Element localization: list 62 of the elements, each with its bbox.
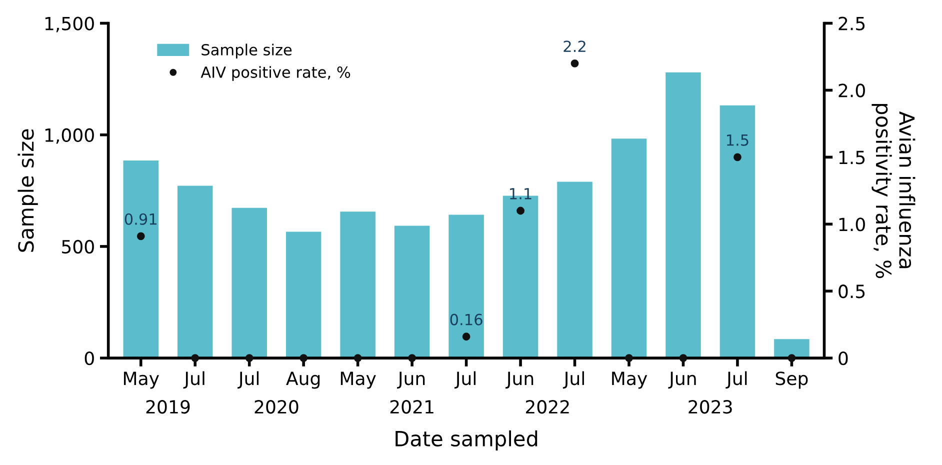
x-tick-label: May: [612, 372, 648, 389]
point: [136, 232, 145, 240]
point: [516, 206, 524, 215]
x-tick-label: Jul: [454, 371, 476, 389]
point: [191, 354, 200, 362]
bar: [286, 232, 322, 358]
point: [462, 332, 470, 341]
y2-tick-label: 0.5: [838, 284, 865, 298]
text: 2022: [526, 400, 569, 414]
x-tick-label: Jul: [183, 371, 204, 389]
x-tick-label: Jun: [505, 372, 534, 389]
x-tick-label: Jul: [562, 371, 584, 389]
x-tick-label: May: [124, 372, 159, 389]
y2-tick-label: 1.0: [839, 218, 865, 232]
y2-tick-label: 0: [838, 352, 848, 366]
legend-label: Sample size: [202, 44, 292, 58]
data-label: 0.16: [450, 314, 482, 326]
bar: [666, 72, 701, 358]
point: [570, 59, 579, 68]
text: 2020: [254, 400, 298, 414]
x-tick-label: Jun: [668, 372, 696, 389]
x-tick-label: Jul: [238, 371, 259, 389]
y2-tick-label: 2.0: [838, 84, 865, 98]
y2-tick-label: 2.5: [838, 16, 865, 30]
y-tick-label: 1,000: [45, 128, 94, 144]
y2-axis-title: Avian influenza positivity rate, %: [872, 104, 916, 278]
data-label: 2.2: [564, 40, 586, 52]
point: [408, 354, 416, 362]
bar: [232, 208, 267, 358]
y-tick-label: 1,500: [45, 16, 94, 32]
point: [354, 354, 362, 362]
point: [625, 354, 633, 362]
point: [788, 354, 796, 362]
x-tick-label: Jul: [726, 371, 747, 389]
text: 2023: [688, 400, 732, 414]
bar: [123, 160, 158, 358]
text: 2019: [146, 400, 190, 414]
y2-tick-label: 1.5: [839, 150, 865, 164]
bar: [448, 214, 484, 358]
x-tick-label: Aug: [286, 372, 320, 389]
bar: [394, 226, 430, 358]
point: [245, 354, 254, 362]
bar: [177, 186, 213, 358]
bar: [557, 182, 592, 358]
data-label: 1.5: [727, 134, 748, 146]
x-tick-label: Sep: [776, 372, 808, 389]
point: [679, 354, 688, 362]
y-axis-title: Sample size: [18, 129, 38, 252]
x-axis-title: Date sampled: [396, 430, 538, 451]
y-tick-label: 500: [62, 240, 94, 254]
data-label: 0.91: [124, 213, 156, 225]
legend-label: AIV positive rate, %: [200, 66, 350, 81]
bar: [611, 138, 647, 358]
text: 2021: [390, 400, 434, 414]
bar: [774, 339, 810, 358]
bar: [720, 105, 756, 358]
x-tick-label: May: [340, 372, 376, 389]
y-tick-label: 0: [84, 352, 94, 366]
bar: [340, 212, 376, 358]
point: [734, 153, 742, 162]
x-tick-label: Jun: [397, 372, 425, 389]
point: [300, 354, 308, 362]
